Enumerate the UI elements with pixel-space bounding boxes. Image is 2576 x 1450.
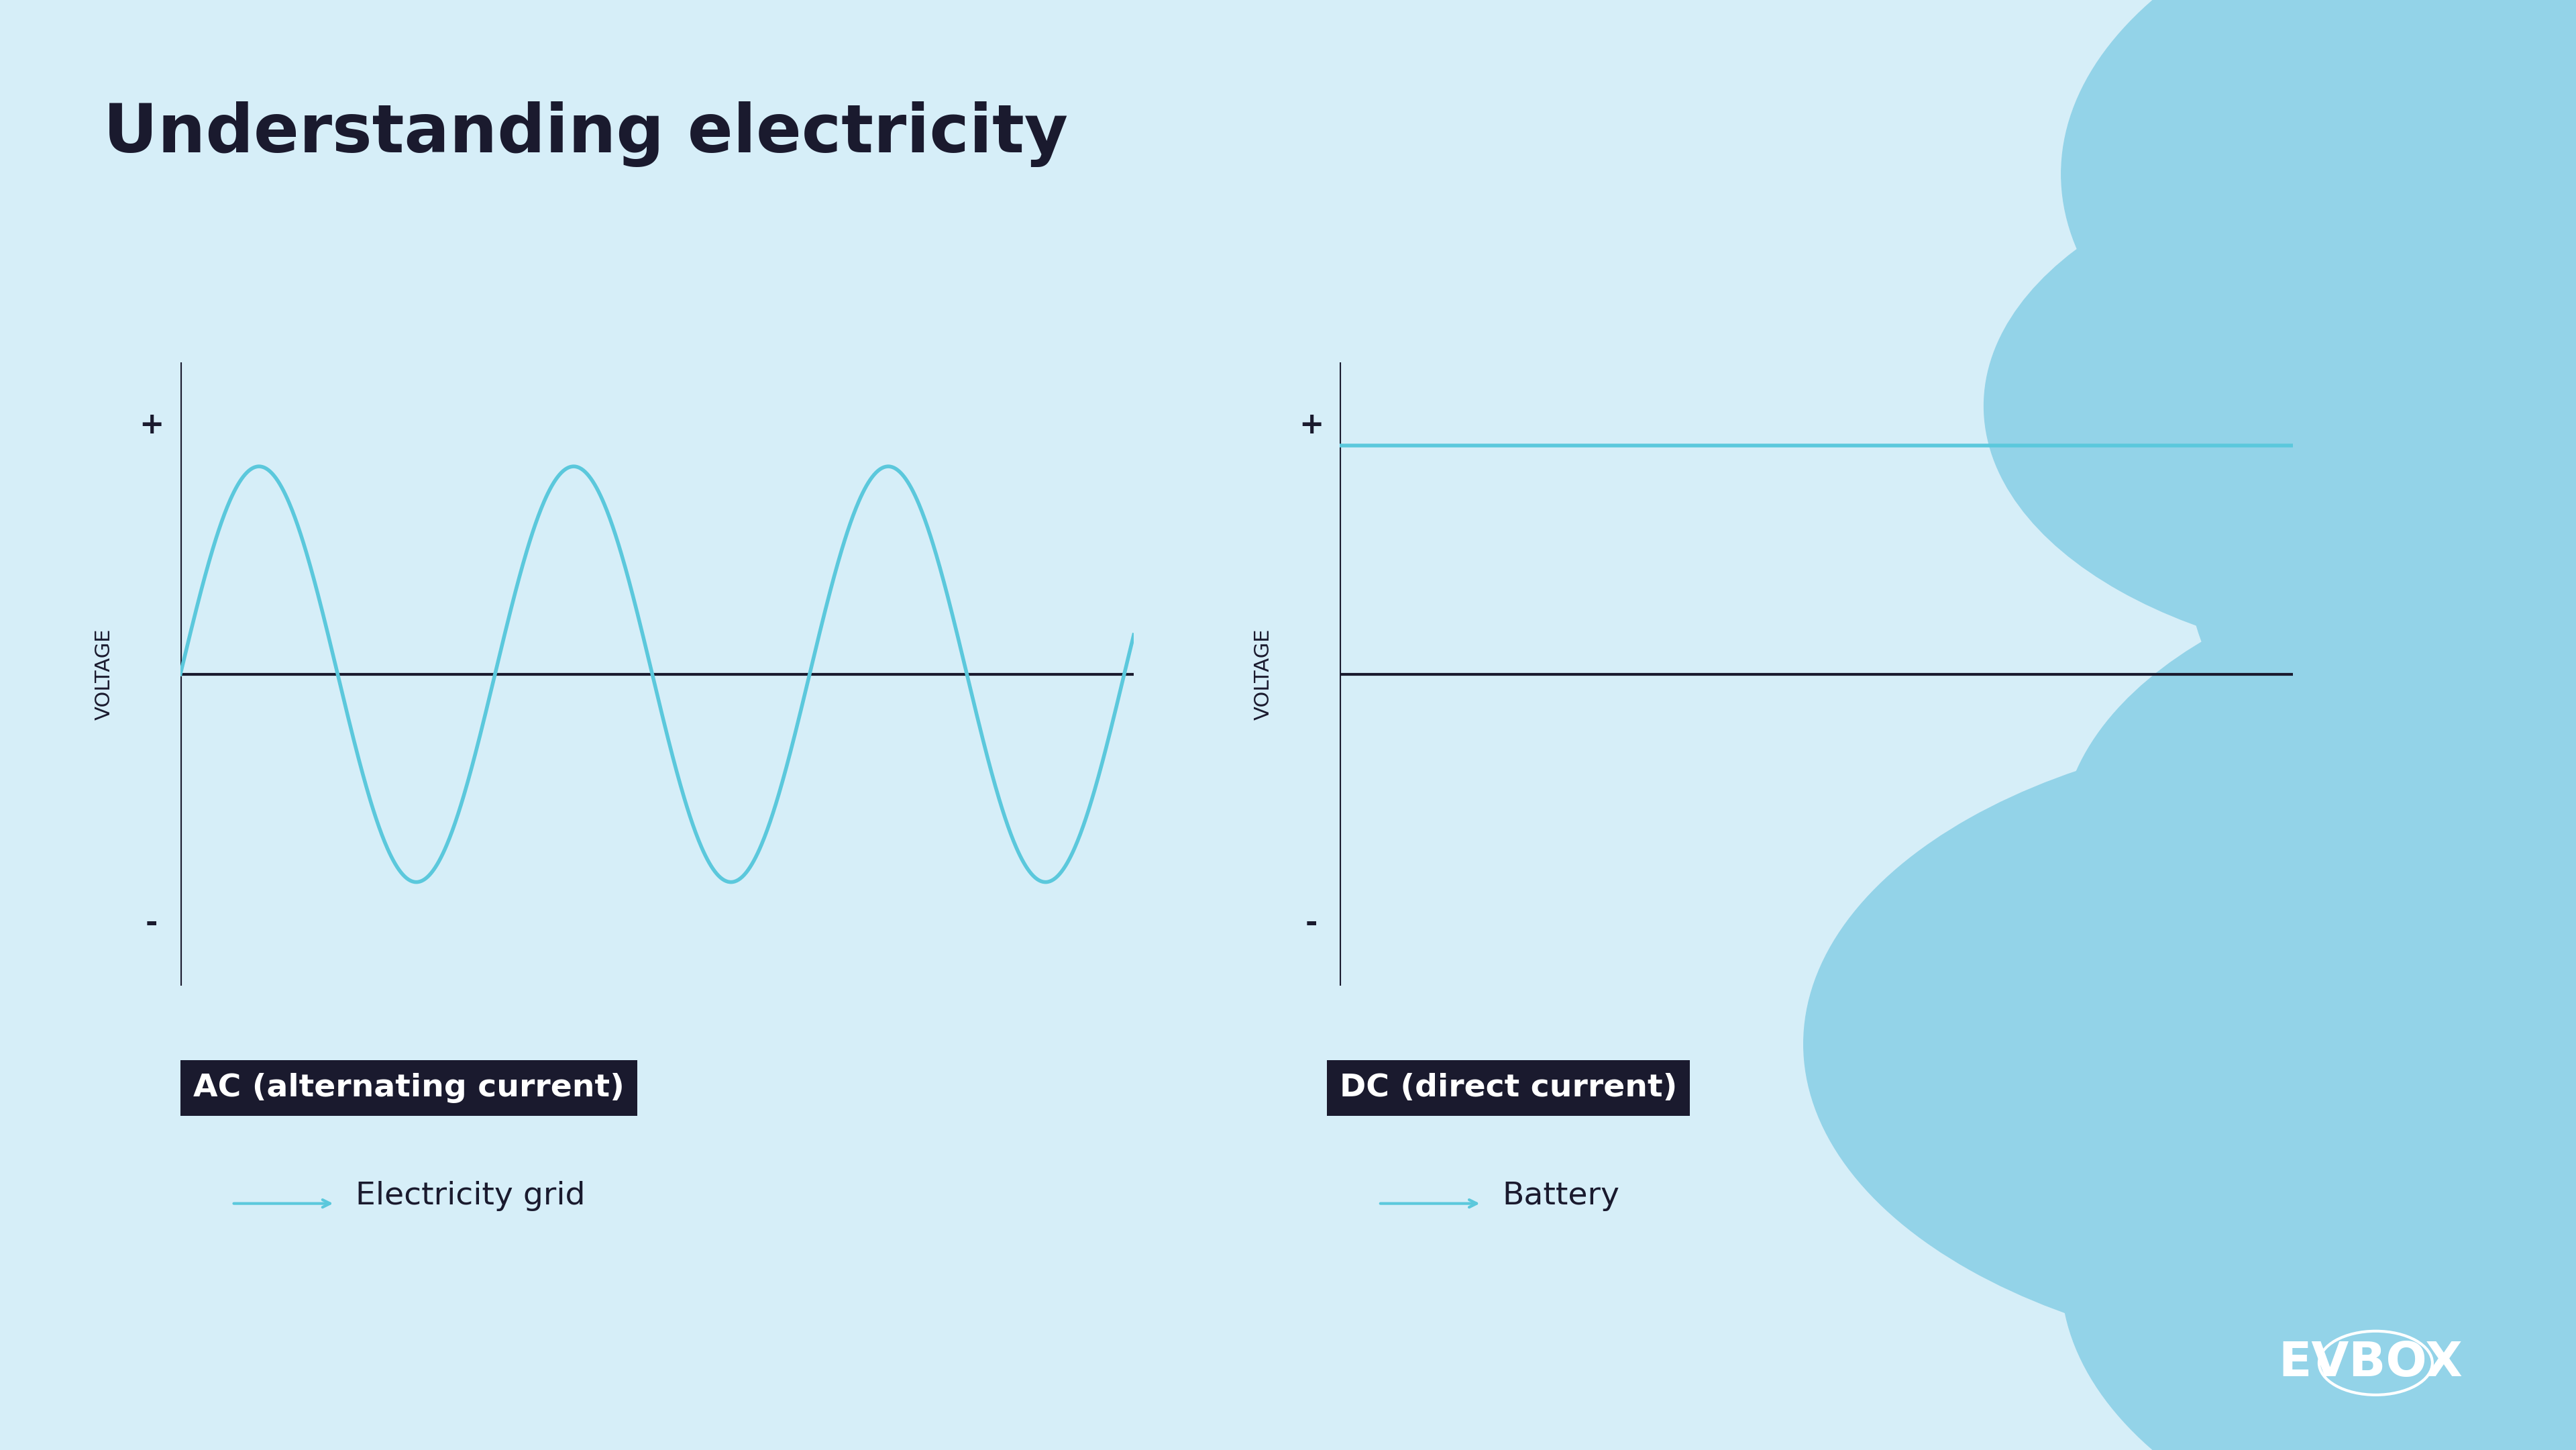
Text: DC (direct current): DC (direct current) [1340,1073,1677,1103]
Circle shape [2190,290,2576,870]
Text: -: - [1306,909,1316,938]
Text: VOLTAGE: VOLTAGE [1255,628,1273,721]
Circle shape [1984,145,2576,667]
Text: Battery: Battery [1502,1182,1620,1211]
Text: VOLTAGE: VOLTAGE [95,628,113,721]
Circle shape [2061,957,2576,1450]
Text: Understanding electricity: Understanding electricity [103,102,1066,167]
Text: AC (alternating current): AC (alternating current) [193,1073,623,1103]
Circle shape [2061,551,2576,1131]
Text: +: + [1298,410,1324,439]
Text: Electricity grid: Electricity grid [355,1182,585,1211]
Circle shape [1803,725,2576,1363]
Circle shape [2061,0,2576,493]
Text: +: + [139,410,165,439]
Text: -: - [147,909,157,938]
Text: EVBOX: EVBOX [2277,1340,2463,1386]
